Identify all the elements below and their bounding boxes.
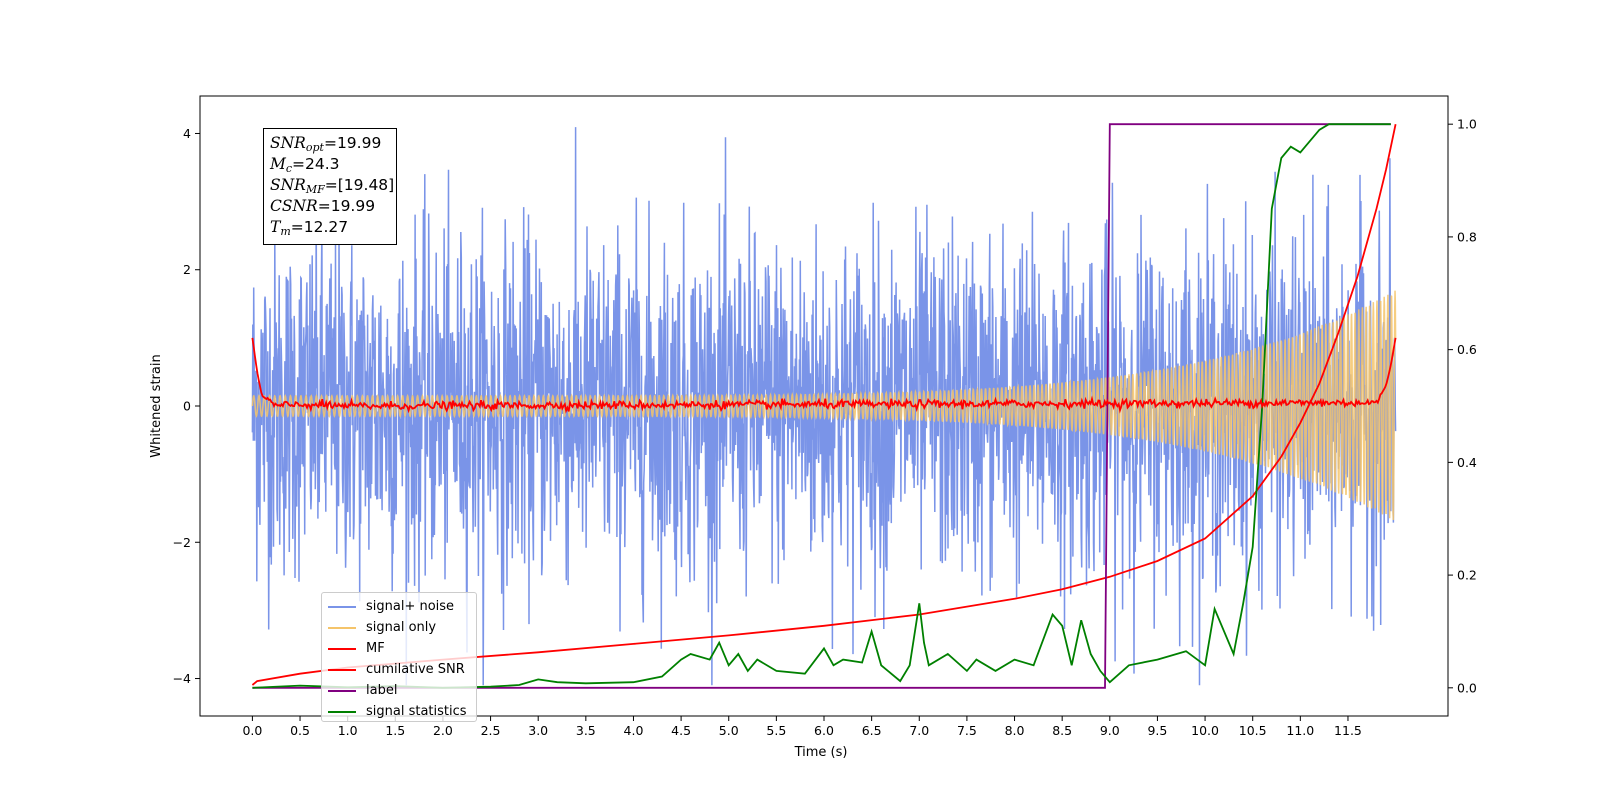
mf-line	[251, 337, 1397, 414]
y2-tick-label: 0.2	[1457, 568, 1477, 583]
x-tick-label: 3.0	[528, 723, 548, 738]
x-tick-label: 5.0	[719, 723, 739, 738]
x-tick-label: 7.0	[909, 723, 929, 738]
y-tick-label: −2	[173, 535, 191, 550]
y2-tick-label: 1.0	[1457, 117, 1477, 132]
x-axis-label: Time (s)	[794, 745, 848, 760]
annotation-snr-mf: SNRMF=[19.48]	[270, 176, 395, 196]
y2-tick-label: 0.4	[1457, 455, 1477, 470]
x-tick-label: 11.0	[1286, 723, 1314, 738]
x-tick-label: 1.0	[338, 723, 358, 738]
y-tick-label: 0	[183, 399, 191, 414]
signal-statistics-line	[252, 123, 1391, 689]
annotation-tm: Tm=12.27	[270, 218, 349, 238]
legend-label: label	[366, 683, 398, 698]
label-line	[252, 123, 1391, 689]
x-tick-label: 6.5	[862, 723, 882, 738]
legend-item-label: label	[328, 680, 476, 701]
y2-tick-label: 0.6	[1457, 342, 1477, 357]
legend-label: cumilative SNR	[366, 662, 465, 677]
legend-label: signal statistics	[366, 704, 467, 719]
x-tick-label: 3.5	[576, 723, 596, 738]
x-tick-label: 8.5	[1052, 723, 1072, 738]
legend-item-signal-only: signal only	[328, 617, 476, 638]
x-tick-label: 4.0	[624, 723, 644, 738]
x-tick-label: 8.0	[1005, 723, 1025, 738]
x-tick-label: 1.5	[385, 723, 405, 738]
legend-label: MF	[366, 641, 385, 656]
x-tick-label: 6.0	[814, 723, 834, 738]
y-axis-left: −4 −2 0 2 4	[173, 126, 200, 686]
y-tick-label: 2	[183, 262, 191, 277]
legend-swatch	[328, 689, 356, 692]
y-tick-label: 4	[183, 126, 191, 141]
x-tick-label: 2.0	[433, 723, 453, 738]
x-tick-label: 10.5	[1239, 723, 1267, 738]
x-tick-label: 2.5	[481, 723, 501, 738]
x-tick-label: 11.5	[1334, 723, 1362, 738]
legend-item-cumulative-snr: cumilative SNR	[328, 659, 476, 680]
legend: signal+ noise signal only MF cumilative …	[321, 592, 477, 722]
y-axis-right: 0.0 0.2 0.4 0.6 0.8 1.0	[1448, 117, 1477, 695]
legend-item-signal-noise: signal+ noise	[328, 596, 476, 617]
x-tick-label: 5.5	[766, 723, 786, 738]
x-tick-label: 7.5	[957, 723, 977, 738]
annotation-mc: Mc=24.3	[270, 155, 340, 175]
series-signal-statistics	[252, 123, 1391, 689]
legend-swatch	[328, 647, 356, 650]
x-tick-label: 9.0	[1100, 723, 1120, 738]
series-label	[252, 123, 1391, 689]
x-tick-label: 9.5	[1147, 723, 1167, 738]
x-tick-label: 0.5	[290, 723, 310, 738]
y2-tick-label: 0.0	[1457, 680, 1477, 695]
legend-swatch	[328, 626, 356, 629]
annotation-box: SNRopt=19.99 Mc=24.3 SNRMF=[19.48] CSNR=…	[263, 128, 397, 245]
x-tick-label: 0.0	[242, 723, 262, 738]
legend-swatch	[328, 710, 356, 713]
legend-label: signal only	[366, 620, 437, 635]
legend-item-mf: MF	[328, 638, 476, 659]
legend-swatch	[328, 668, 356, 671]
y-tick-label: −4	[173, 671, 191, 686]
y2-tick-label: 0.8	[1457, 229, 1477, 244]
annotation-snr-opt: SNRopt=19.99	[270, 134, 382, 154]
series-mf	[251, 337, 1397, 414]
legend-item-signal-statistics: signal statistics	[328, 701, 476, 722]
legend-label: signal+ noise	[366, 599, 455, 614]
x-tick-label: 10.0	[1191, 723, 1219, 738]
annotation-csnr: CSNR=19.99	[270, 197, 376, 215]
x-tick-label: 4.5	[671, 723, 691, 738]
y-axis-label: Whitened strain	[149, 354, 164, 457]
legend-swatch	[328, 605, 356, 608]
x-axis: 0.0 0.5 1.0 1.5 2.0 2.5 3.0 3.5 4.0 4.5 5.0 5.5 6.0 6…	[242, 716, 1362, 738]
